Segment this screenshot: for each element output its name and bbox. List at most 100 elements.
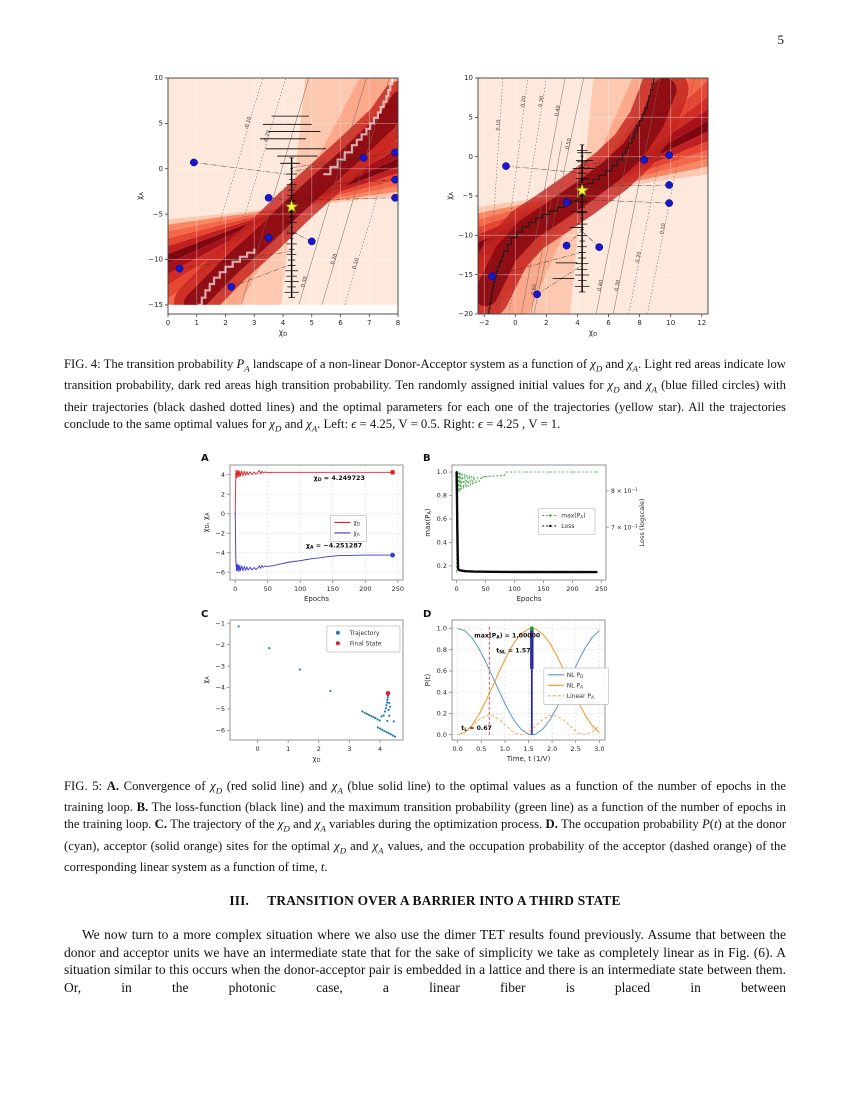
svg-text:Time, t (1/V): Time, t (1/V) — [506, 755, 551, 763]
svg-text:5: 5 — [310, 319, 314, 327]
svg-text:0.40: 0.40 — [597, 279, 605, 291]
fig5-panel-c-trajectory-scatter: 0 1 2 3 4 −1 −2 −3 −4 −5 −6 χD χA C Trajectory Final St… — [201, 609, 404, 764]
svg-text:χA: χA — [353, 530, 359, 538]
svg-text:10: 10 — [154, 74, 163, 82]
svg-text:P(t): P(t) — [424, 674, 432, 687]
svg-text:6: 6 — [606, 319, 611, 327]
svg-text:Loss: Loss — [561, 523, 574, 530]
svg-text:3.0: 3.0 — [594, 745, 604, 753]
svg-text:Epochs: Epochs — [516, 595, 541, 603]
svg-text:Epochs: Epochs — [304, 595, 329, 603]
svg-text:Final State: Final State — [350, 641, 382, 648]
svg-text:0.10: 0.10 — [659, 223, 667, 235]
svg-text:max(PA) = 1.00000: max(PA) = 1.00000 — [474, 633, 541, 641]
svg-text:0.2: 0.2 — [437, 562, 447, 570]
svg-text:4: 4 — [575, 319, 580, 327]
svg-text:100: 100 — [508, 585, 520, 593]
svg-text:−15: −15 — [148, 301, 163, 309]
svg-text:3: 3 — [252, 319, 256, 327]
fig5-panel-b-loss-plot: 0 50 100 150 200 250 0.2 0.4 0.6 0.8 1.0 Epochs max(… — [423, 453, 646, 603]
svg-text:4: 4 — [281, 319, 286, 327]
svg-text:4: 4 — [378, 745, 382, 753]
svg-text:χA: χA — [202, 676, 211, 684]
svg-text:0.20: 0.20 — [330, 253, 339, 265]
svg-text:max(PA): max(PA) — [561, 513, 585, 521]
svg-text:−5: −5 — [153, 210, 163, 218]
svg-text:χA: χA — [445, 192, 455, 200]
svg-text:8: 8 — [637, 319, 641, 327]
svg-text:0.6: 0.6 — [437, 515, 447, 523]
svg-text:5: 5 — [159, 120, 163, 128]
svg-text:C: C — [201, 609, 208, 620]
svg-text:−6: −6 — [215, 727, 225, 735]
svg-text:-0.10: -0.10 — [244, 116, 253, 130]
svg-text:0: 0 — [255, 745, 259, 753]
svg-text:-0.20: -0.20 — [263, 130, 272, 144]
svg-text:1.0: 1.0 — [437, 625, 447, 633]
svg-text:0.10: 0.10 — [352, 258, 361, 270]
fig5-panel-d-occupation-plot: 0.0 0.5 1.0 1.5 2.0 2.5 3.0 0.0 0.2 0.4 0.6 0.8 1.0 T… — [423, 609, 610, 763]
svg-text:0.8: 0.8 — [437, 646, 447, 654]
svg-text:χA: χA — [135, 192, 145, 200]
svg-text:Trajectory: Trajectory — [349, 630, 380, 637]
svg-text:Loss (logscale): Loss (logscale) — [638, 498, 646, 546]
svg-text:−4: −4 — [215, 549, 225, 557]
svg-text:1: 1 — [286, 745, 290, 753]
section-number: III. — [229, 893, 250, 908]
svg-text:−2: −2 — [215, 641, 225, 649]
svg-text:NL PD: NL PD — [567, 672, 584, 680]
svg-text:2.0: 2.0 — [547, 745, 557, 753]
svg-text:0.8: 0.8 — [437, 492, 447, 500]
svg-text:200: 200 — [566, 585, 578, 593]
svg-text:0.0: 0.0 — [437, 731, 447, 739]
svg-text:A: A — [201, 453, 209, 464]
svg-text:0: 0 — [159, 165, 163, 173]
svg-text:0.20: 0.20 — [520, 96, 527, 108]
svg-text:2.5: 2.5 — [571, 745, 581, 753]
svg-text:0.20: 0.20 — [635, 251, 643, 263]
svg-text:Linear PA: Linear PA — [567, 693, 594, 701]
svg-text:3: 3 — [347, 745, 351, 753]
svg-text:−6: −6 — [215, 568, 225, 576]
svg-text:0.2: 0.2 — [437, 710, 447, 718]
svg-text:χD: χD — [313, 755, 321, 764]
svg-text:0: 0 — [455, 585, 459, 593]
svg-text:max(PA): max(PA) — [424, 508, 433, 537]
svg-text:12: 12 — [697, 319, 706, 327]
svg-text:0.60: 0.60 — [530, 284, 538, 296]
svg-text:2: 2 — [223, 319, 227, 327]
svg-text:0.30: 0.30 — [538, 95, 546, 107]
svg-text:1.0: 1.0 — [500, 745, 510, 753]
svg-text:NL PA: NL PA — [567, 683, 583, 691]
svg-text:1.0: 1.0 — [437, 468, 447, 476]
svg-text:0: 0 — [469, 153, 473, 161]
svg-text:10: 10 — [464, 74, 473, 82]
svg-text:5: 5 — [469, 114, 473, 122]
fig4-left-contour-plot: -0.10 -0.20 0.30 0.20 0.10 0 1 2 3 4 5 6 7 8 −15 −10 −5 0… — [135, 74, 400, 338]
svg-text:150: 150 — [537, 585, 549, 593]
svg-text:4: 4 — [221, 471, 225, 479]
svg-text:−10: −10 — [458, 232, 473, 240]
svg-text:50: 50 — [481, 585, 489, 593]
svg-text:8: 8 — [396, 319, 400, 327]
svg-text:−1: −1 — [215, 619, 225, 627]
svg-text:0.10: 0.10 — [495, 119, 502, 131]
svg-text:2: 2 — [544, 319, 548, 327]
svg-text:−5: −5 — [215, 705, 225, 713]
fig4-caption: FIG. 4: The transition probability PA la… — [64, 357, 786, 434]
svg-text:−2: −2 — [215, 529, 225, 537]
svg-text:B: B — [423, 453, 431, 464]
svg-text:2: 2 — [221, 490, 225, 498]
svg-text:150: 150 — [327, 585, 339, 593]
svg-text:10: 10 — [666, 319, 675, 327]
svg-text:6: 6 — [338, 319, 343, 327]
svg-text:−10: −10 — [148, 256, 163, 264]
svg-text:0.30: 0.30 — [300, 276, 309, 288]
svg-text:1: 1 — [195, 319, 199, 327]
fig5-caption: FIG. 5: A. Convergence of χD (red solid … — [64, 779, 787, 875]
svg-text:χD = 4.249723: χD = 4.249723 — [314, 474, 365, 483]
svg-text:χD, χA: χD, χA — [202, 512, 211, 532]
section-title: TRANSITION OVER A BARRIER INTO A THIRD S… — [267, 893, 621, 908]
page-number: 5 — [777, 32, 785, 47]
